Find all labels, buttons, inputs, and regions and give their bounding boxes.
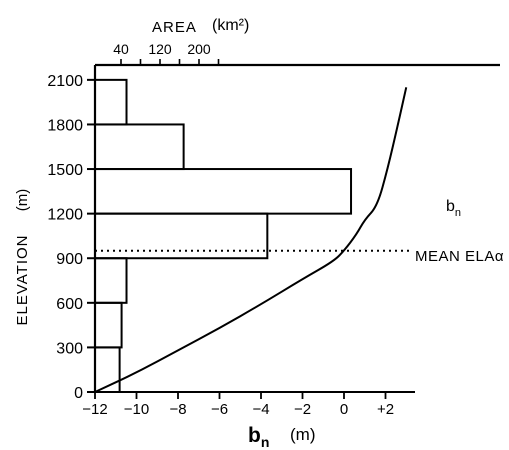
area-axis-unit: (km²) <box>212 17 249 34</box>
area-tick-label: 40 <box>113 41 129 57</box>
y-tick-label: 600 <box>56 296 83 313</box>
y-tick-label: 0 <box>74 385 83 402</box>
bn-curve-label-sub: n <box>455 207 461 219</box>
area-histogram <box>94 78 353 393</box>
x-tick-label: −10 <box>124 401 149 418</box>
bn-curve-label-b: b <box>446 198 455 215</box>
area-axis-title: AREA <box>152 19 197 36</box>
area-bar <box>94 123 185 171</box>
y-tick-label: 1500 <box>47 162 83 179</box>
bn-axis-title: bn <box>248 424 269 450</box>
bn-axis-title-sub: n <box>261 434 270 450</box>
x-tick-label: −8 <box>169 401 186 418</box>
area-bar <box>94 78 128 126</box>
y-tick-label: 900 <box>56 251 83 268</box>
elevation-axis-unit: (m) <box>14 189 31 212</box>
x-tick-label: −4 <box>252 401 269 418</box>
x-tick-label: −12 <box>82 401 107 418</box>
area-tick-label: 200 <box>187 41 211 57</box>
y-tick-label: 2100 <box>47 73 83 90</box>
bn-axis-unit: (m) <box>290 425 315 444</box>
balance-curve-layer <box>94 87 408 393</box>
y-tick-label: 1800 <box>47 117 83 134</box>
bn-curve-label: bn <box>446 198 461 219</box>
x-tick-label: +2 <box>377 401 394 418</box>
area-bar <box>94 301 123 349</box>
x-tick-label: 0 <box>340 401 348 418</box>
area-bar <box>94 168 353 215</box>
x-tick-label: −2 <box>294 401 311 418</box>
elevation-axis-title: ELEVATION <box>14 235 31 326</box>
bn-curve <box>94 87 408 393</box>
bn-axis-title-b: b <box>248 424 261 447</box>
y-tick-label: 300 <box>56 340 83 357</box>
x-tick-label: −6 <box>211 401 228 418</box>
mean-ela-label: MEAN ELAα <box>415 248 504 265</box>
y-tick-label: 1200 <box>47 207 83 224</box>
area-bar <box>94 257 128 304</box>
area-tick-label: 120 <box>148 41 172 57</box>
